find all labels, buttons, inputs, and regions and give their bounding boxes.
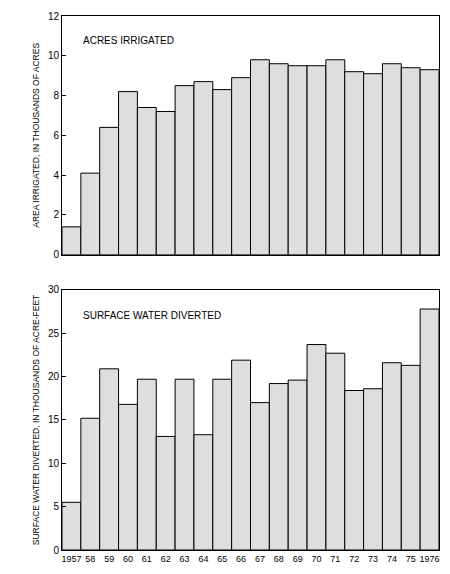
svg-text:SURFACE WATER DIVERTED, IN THO: SURFACE WATER DIVERTED, IN THOUSANDS OF … [31,295,41,545]
svg-text:61: 61 [142,554,152,564]
svg-text:30: 30 [48,284,60,295]
svg-text:ACRES IRRIGATED: ACRES IRRIGATED [83,35,174,46]
svg-text:67: 67 [255,554,265,564]
svg-text:60: 60 [123,554,133,564]
svg-text:1976: 1976 [420,554,440,564]
svg-text:SURFACE WATER DIVERTED: SURFACE WATER DIVERTED [83,310,221,321]
svg-text:8: 8 [53,90,59,101]
svg-text:74: 74 [387,554,397,564]
svg-text:70: 70 [311,554,321,564]
svg-text:0: 0 [53,545,59,556]
svg-text:58: 58 [85,554,95,564]
svg-text:73: 73 [368,554,378,564]
svg-text:12: 12 [48,11,60,22]
svg-text:65: 65 [217,554,227,564]
svg-text:10: 10 [48,50,60,61]
svg-text:66: 66 [236,554,246,564]
svg-text:5: 5 [53,501,59,512]
svg-text:69: 69 [293,554,303,564]
svg-text:6: 6 [53,130,59,141]
svg-text:63: 63 [180,554,190,564]
svg-text:62: 62 [161,554,171,564]
svg-text:64: 64 [198,554,208,564]
svg-text:0: 0 [53,249,59,260]
svg-text:71: 71 [330,554,340,564]
svg-text:75: 75 [406,554,416,564]
svg-text:20: 20 [48,371,60,382]
svg-text:1957: 1957 [61,554,81,564]
svg-text:10: 10 [48,458,60,469]
svg-text:AREA IRRIGATED, IN THOUSANDS O: AREA IRRIGATED, IN THOUSANDS OF ACRES [31,43,41,228]
svg-text:59: 59 [104,554,114,564]
svg-text:4: 4 [53,170,59,181]
svg-text:2: 2 [53,209,59,220]
svg-text:25: 25 [48,328,60,339]
svg-text:68: 68 [274,554,284,564]
svg-text:72: 72 [349,554,359,564]
svg-text:15: 15 [48,414,60,425]
